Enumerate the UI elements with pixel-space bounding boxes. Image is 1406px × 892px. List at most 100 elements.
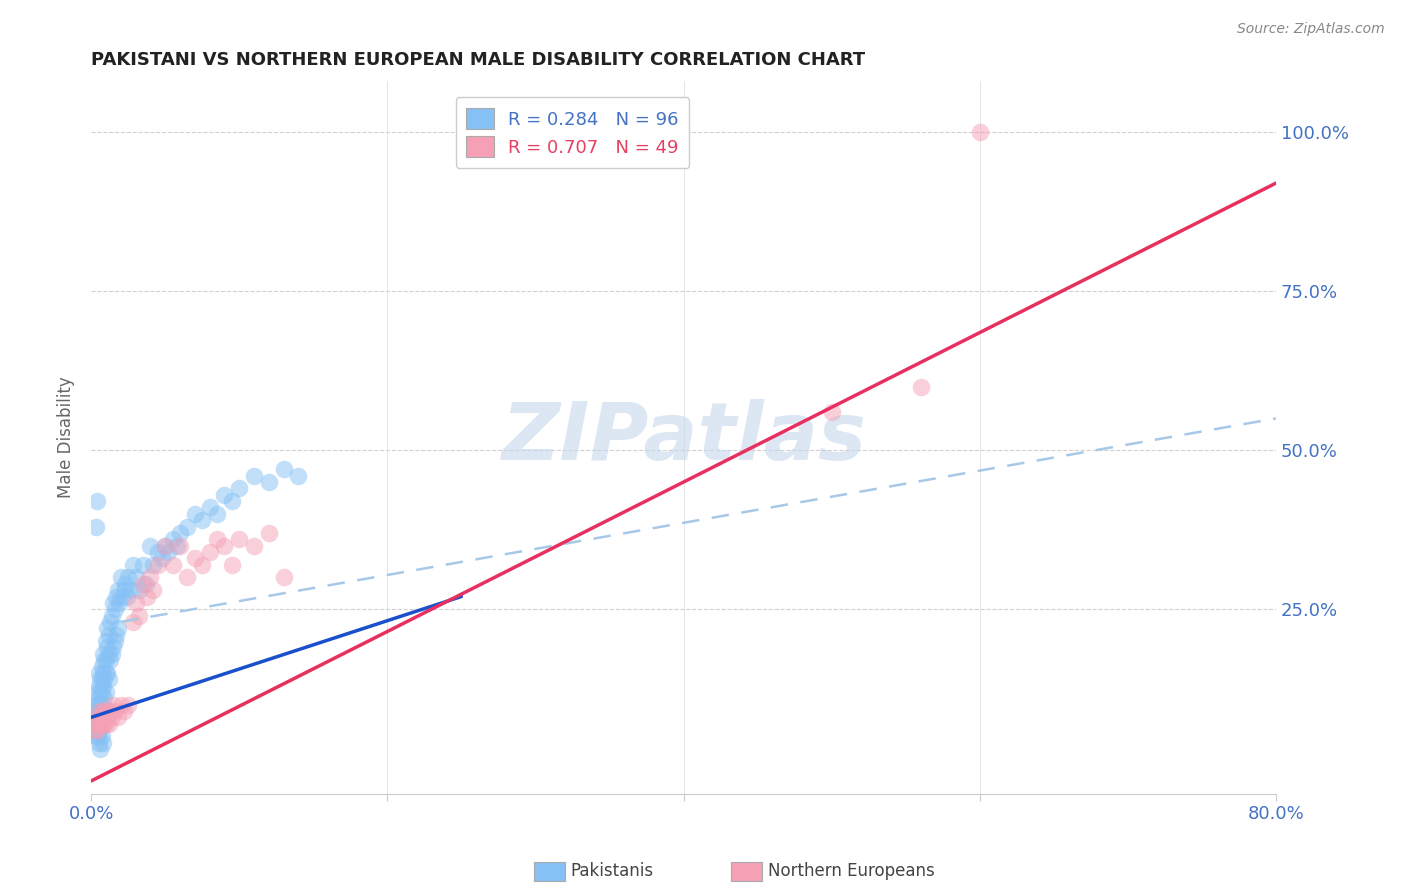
Point [90,730,112,744]
Point [89,672,111,686]
Point [96,710,118,724]
Point [91,679,114,693]
Point [104,704,127,718]
Point [89,698,111,712]
Point [84,698,107,712]
Point [169,525,191,540]
Point [91,736,114,750]
Point [91,665,114,680]
Point [101,647,124,661]
Point [969,125,991,139]
Point [94,685,117,699]
Point [132,576,155,591]
Point [107,583,129,598]
Point [84,710,107,724]
Point [128,583,150,598]
Point [87,730,110,744]
Point [89,685,111,699]
Point [142,583,165,598]
Point [139,570,162,584]
Point [135,576,157,591]
Point [184,551,207,566]
Point [100,653,122,667]
Point [221,494,243,508]
Point [228,533,250,547]
Point [96,665,118,680]
Point [90,704,112,718]
Point [273,462,295,476]
Point [86,716,108,731]
Point [84,723,107,737]
Point [124,570,146,584]
Point [243,539,266,553]
Text: Northern Europeans: Northern Europeans [768,863,935,880]
Point [97,716,120,731]
Point [153,539,176,553]
Point [153,539,176,553]
Point [94,665,117,680]
Text: Source: ZipAtlas.com: Source: ZipAtlas.com [1237,22,1385,37]
Point [166,539,188,553]
Point [89,704,111,718]
Point [97,672,120,686]
Point [214,488,236,502]
Point [87,704,110,718]
Point [91,647,114,661]
Point [162,558,184,572]
Point [287,468,309,483]
Point [101,710,124,724]
Point [120,583,142,598]
Point [91,704,114,718]
Point [83,716,105,731]
Point [121,615,143,629]
Point [94,704,117,718]
Y-axis label: Male Disability: Male Disability [58,376,75,499]
Point [910,379,932,393]
Point [205,507,228,521]
Point [111,590,134,604]
Point [84,730,107,744]
Point [150,551,173,566]
Point [117,570,139,584]
Point [157,545,180,559]
Point [87,665,110,680]
Point [96,640,118,655]
Point [107,710,129,724]
Point [139,539,162,553]
Point [162,533,184,547]
Point [90,672,112,686]
Point [101,608,124,623]
Point [243,468,266,483]
Point [87,691,110,706]
Point [105,628,128,642]
Point [86,685,108,699]
Point [87,723,110,737]
Point [86,698,108,712]
Point [86,723,108,737]
Point [115,590,138,604]
Point [104,634,127,648]
Point [87,679,110,693]
Text: ZIPatlas: ZIPatlas [501,399,866,476]
Point [114,576,136,591]
Point [91,698,114,712]
Point [86,730,108,744]
Point [86,723,108,737]
Point [94,634,117,648]
Point [146,558,169,572]
Point [93,672,115,686]
Point [169,539,191,553]
Point [87,716,110,731]
Point [105,590,128,604]
Point [191,558,214,572]
Point [124,596,146,610]
Point [90,710,112,724]
Point [112,704,135,718]
Point [94,716,117,731]
Point [108,596,131,610]
Point [176,570,198,584]
Point [100,615,122,629]
Point [100,704,122,718]
Point [103,698,125,712]
Point [89,716,111,731]
